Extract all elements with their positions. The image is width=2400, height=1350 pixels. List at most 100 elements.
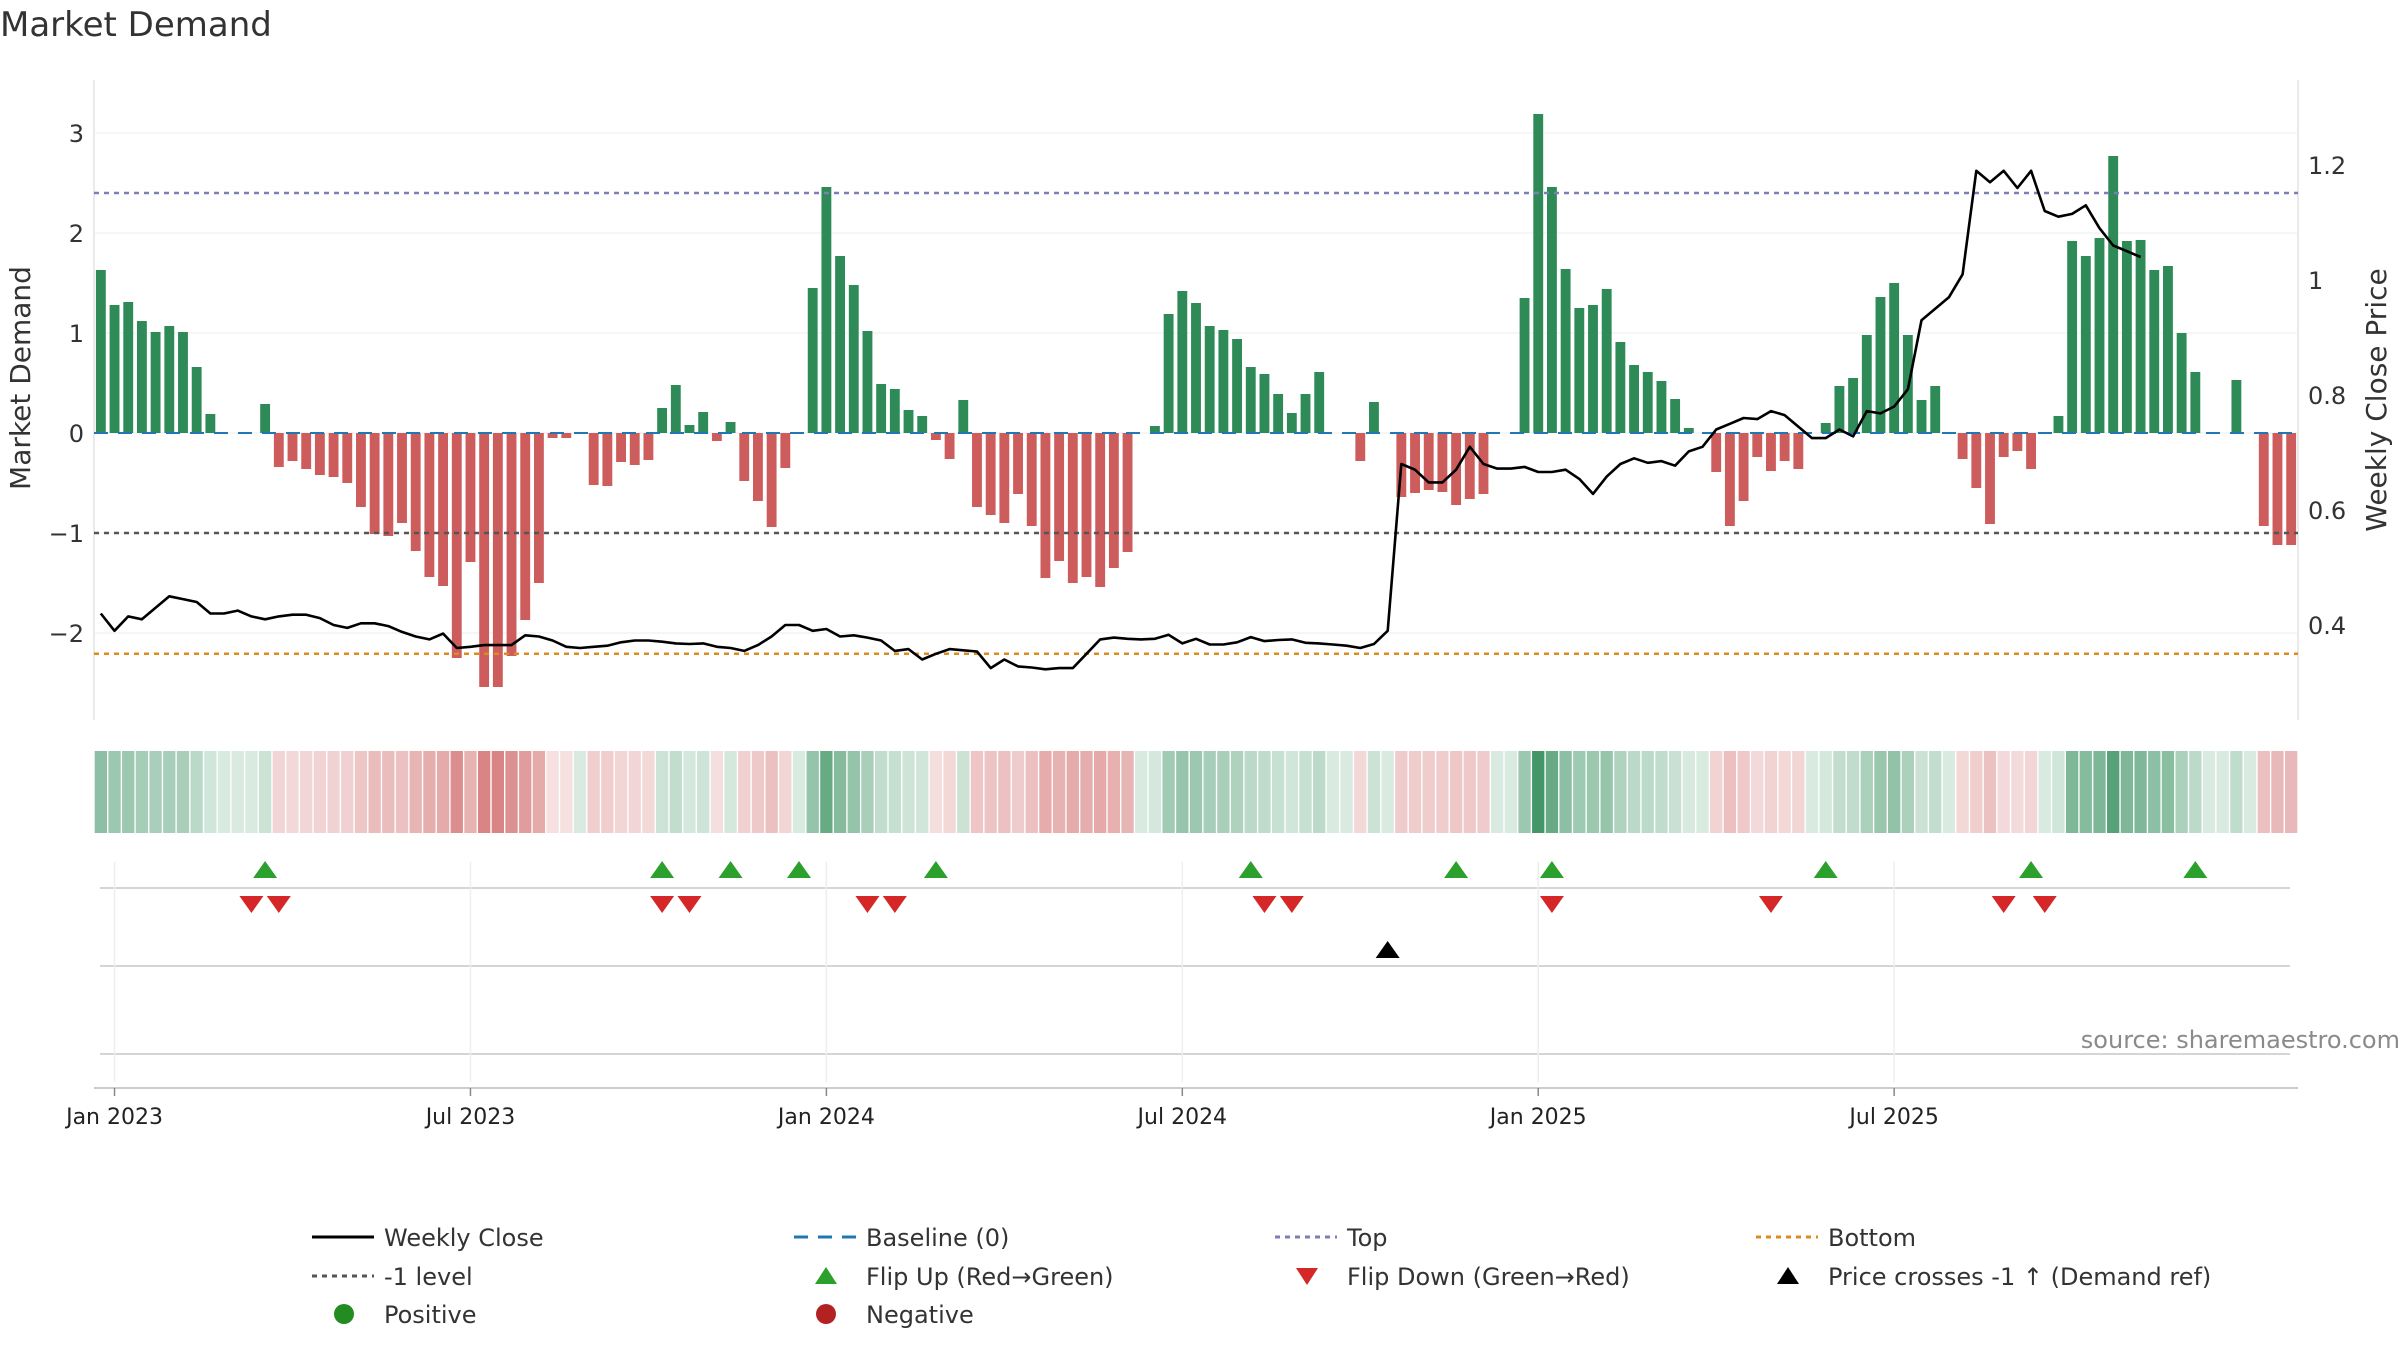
heat-strip-cell — [1121, 751, 1134, 833]
heat-strip-cell — [614, 751, 628, 833]
positive-demand-bar — [1369, 402, 1379, 433]
heat-strip-cell — [2257, 751, 2270, 833]
legend-item-cross: Price crosses -1 ↑ (Demand ref) — [1777, 1263, 2211, 1291]
heat-strip-cell — [888, 751, 901, 833]
negative-demand-bar — [711, 433, 722, 441]
heat-strip-cell — [984, 751, 997, 833]
positive-demand-bar — [670, 385, 681, 433]
legend-item-positive: Positive — [334, 1301, 477, 1329]
positive-demand-bar — [2163, 266, 2173, 433]
heat-strip-cell — [642, 751, 655, 833]
heat-strip-cell — [1696, 751, 1709, 833]
heat-strip-cell — [477, 751, 491, 833]
heat-strip-cell — [1874, 751, 1887, 833]
positive-demand-bar — [835, 256, 846, 433]
positive-demand-bar — [2135, 240, 2146, 433]
legend-swatch-cross — [1777, 1267, 1799, 1284]
negative-demand-bar — [739, 433, 750, 481]
heat-strip-cell — [1545, 751, 1559, 833]
flip-down-marker — [1991, 896, 2016, 913]
heat-strip-cell — [628, 751, 641, 833]
negative-demand-bar — [2026, 433, 2036, 469]
heat-strip-cell — [1449, 751, 1463, 833]
heat-strip-cell — [1285, 751, 1298, 833]
heat-strip-cell — [1888, 751, 1901, 833]
weekly-close-line — [99, 169, 2142, 671]
negative-demand-bar — [424, 433, 435, 577]
heat-strip-cell — [2161, 751, 2175, 833]
heat-strip-cell — [1956, 751, 1969, 833]
heat-strip-cell — [2175, 751, 2188, 833]
negative-demand-bar — [383, 433, 394, 536]
left-tick-label: −1 — [49, 520, 84, 548]
heat-strip-cell — [176, 751, 190, 833]
heat-strip-cell — [560, 751, 573, 833]
legend-swatch-flip-up — [815, 1267, 837, 1284]
heat-strip-cell — [94, 751, 107, 833]
heat-strip-cell — [2202, 751, 2216, 833]
flip-down-marker — [239, 896, 264, 913]
heat-strip-cell — [436, 751, 450, 833]
heat-strip-cell — [1080, 751, 1093, 833]
negative-demand-bar — [1724, 433, 1735, 526]
heat-strip-cell — [792, 751, 806, 833]
positive-demand-bar — [2108, 156, 2119, 433]
heat-strip-cell — [1491, 751, 1504, 833]
heat-strip-cell — [1477, 751, 1490, 833]
heat-strip-cell — [1176, 751, 1189, 833]
flip-up-marker — [2019, 861, 2044, 878]
heat-strip-cell — [519, 751, 532, 833]
positive-demand-bar — [1861, 335, 1872, 433]
heat-strip-cell — [2065, 751, 2079, 833]
negative-demand-bar — [506, 433, 517, 656]
negative-demand-bar — [1998, 433, 2009, 457]
heat-strip-cell — [286, 751, 299, 833]
negative-demand-bar — [451, 433, 462, 658]
heat-strip-cell — [2079, 751, 2092, 833]
left-tick-label: 2 — [69, 220, 84, 248]
heat-strip-cell — [929, 751, 943, 833]
positive-demand-bar — [725, 422, 736, 433]
right-tick-label: 0.4 — [2308, 612, 2346, 640]
legend: Weekly Close Baseline (0) Top Bottom -1 leve… — [312, 1224, 2211, 1329]
legend-item-flipdown: Flip Down (Green→Red) — [1296, 1263, 1630, 1291]
heat-strip-cell — [1942, 751, 1956, 833]
heat-strip-cell — [1326, 751, 1340, 833]
negative-demand-bar — [2258, 433, 2269, 526]
heat-strip-cell — [354, 751, 368, 833]
positive-demand-bar — [1218, 330, 1229, 433]
flip-up-marker — [1539, 861, 1564, 878]
legend-item-baseline: Baseline (0) — [794, 1224, 1009, 1252]
positive-demand-bar — [1848, 378, 1859, 433]
heat-strip-cell — [135, 751, 149, 833]
positive-demand-bar — [1601, 289, 1612, 433]
heat-strip-cell — [601, 751, 614, 833]
positive-demand-bar — [1547, 187, 1557, 433]
positive-demand-bar — [1889, 283, 1900, 433]
legend-label: Bottom — [1828, 1224, 1916, 1252]
negative-demand-bar — [643, 433, 654, 460]
legend-label: Price crosses -1 ↑ (Demand ref) — [1828, 1263, 2211, 1291]
positive-demand-bar — [889, 389, 900, 433]
heat-strip-cell — [1189, 751, 1203, 833]
heat-strip-cell — [2189, 751, 2202, 833]
heat-strip-cell — [1846, 751, 1860, 833]
negative-demand-bar — [410, 433, 421, 551]
heat-strip-cell — [1819, 751, 1832, 833]
positive-demand-bar — [1560, 269, 1571, 433]
positive-demand-bar — [903, 410, 914, 433]
heat-strip-cell — [1737, 751, 1750, 833]
negative-demand-bar — [1355, 433, 1366, 461]
negative-demand-bar — [2286, 433, 2297, 545]
heat-strip-cell — [1764, 751, 1778, 833]
heat-strip-cell — [1011, 751, 1025, 833]
heat-strip-cell — [943, 751, 956, 833]
positive-demand-bar — [1245, 367, 1256, 433]
heat-strip-cell — [847, 751, 860, 833]
flip-up-marker — [718, 861, 743, 878]
positive-demand-bar — [2080, 256, 2091, 433]
heat-strip-cell — [1162, 751, 1175, 833]
positive-demand-bar — [2190, 372, 2201, 433]
positive-demand-bar — [2121, 241, 2132, 433]
heat-strip-cell — [245, 751, 258, 833]
